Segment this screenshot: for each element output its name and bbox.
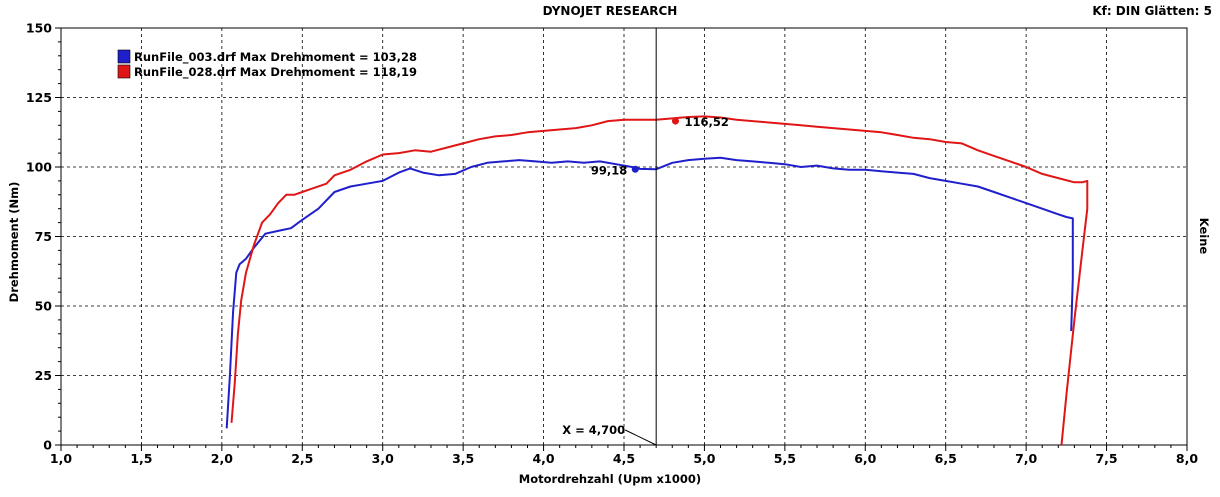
x-tick-label: 6,5 [935,451,957,466]
x-tick-label: 4,0 [532,451,554,466]
series-marker-runfile-003 [631,165,639,173]
y-tick-label: 100 [26,160,52,175]
y-tick-label: 150 [26,21,52,36]
x-tick-label: 1,5 [130,451,152,466]
x-axis-label: Motordrehzahl (Upm x1000) [519,472,701,486]
x-tick-label: 6,0 [854,451,876,466]
cursor-value-runfile-003: 99,18 [591,163,627,177]
cursor-label: X = 4,700 [562,423,625,437]
y-axis-ticks: 0 25 50 75 100 125 150 [26,21,61,453]
legend-entry-runfile-003: RunFile_003.drf Max Drehmoment = 103,28 [134,50,417,65]
x-tick-label: 3,5 [452,451,474,466]
grid-lines [61,28,1187,445]
x-tick-label: 2,5 [291,451,313,466]
x-tick-label: 3,0 [372,451,394,466]
x-tick-label: 2,0 [211,451,233,466]
x-tick-label: 7,0 [1015,451,1037,466]
x-axis-ticks: 1,0 1,5 2,0 2,5 3,0 3,5 4,0 4,5 5,0 5,5 6,0 6,5 7,0 7… [50,445,1198,466]
chart-title: DYNOJET RESEARCH [543,4,678,18]
cursor-value-runfile-028: 116,52 [684,115,728,129]
x-tick-label: 5,0 [693,451,715,466]
cursor-label-leader [624,429,657,446]
legend: RunFile_003.drf Max Drehmoment = 103,28 … [117,49,417,80]
series-marker-runfile-028 [671,117,679,125]
y-tick-label: 125 [26,90,52,105]
legend-swatch-runfile-028 [117,64,131,79]
y-axis-label: Drehmoment (Nm) [7,182,21,303]
settings-label: Kf: DIN Glätten: 5 [1092,4,1212,18]
y-tick-label: 0 [43,438,52,453]
x-tick-label: 7,5 [1095,451,1117,466]
y-tick-label: 50 [35,299,53,314]
series-line-runfile-028 [230,115,1089,446]
series-line-runfile-003 [225,156,1074,429]
x-tick-label: 4,5 [613,451,635,466]
legend-entry-runfile-028: RunFile_028.drf Max Drehmoment = 118,19 [134,65,417,80]
side-label: Keine [1197,218,1211,255]
x-tick-label: 1,0 [50,451,72,466]
y-tick-label: 25 [35,368,52,383]
y-tick-label: 75 [35,229,52,244]
legend-swatch-runfile-003 [117,49,131,64]
x-tick-label: 8,0 [1176,451,1198,466]
x-tick-label: 5,5 [774,451,796,466]
